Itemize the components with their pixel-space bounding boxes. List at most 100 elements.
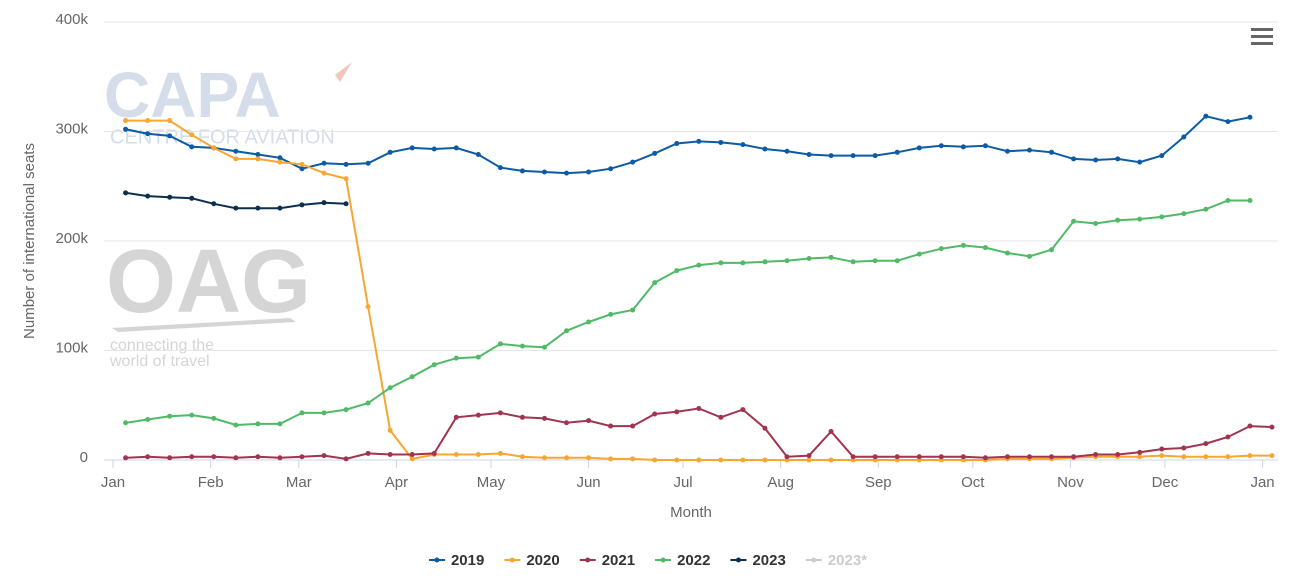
point — [652, 411, 658, 417]
point — [497, 341, 503, 347]
menu-button[interactable] — [1251, 28, 1273, 45]
point — [299, 410, 305, 416]
point — [123, 420, 129, 426]
point — [828, 153, 834, 159]
legend-item[interactable]: 2022 — [655, 552, 710, 569]
point — [189, 144, 195, 150]
point — [674, 141, 680, 147]
point — [608, 456, 614, 462]
point — [850, 259, 856, 265]
point — [762, 457, 768, 463]
point — [321, 453, 327, 459]
point — [1093, 220, 1099, 226]
point — [1269, 424, 1275, 430]
point — [453, 414, 459, 420]
point — [123, 190, 129, 196]
point — [1071, 454, 1077, 460]
x-tick-label: Jan — [101, 474, 125, 491]
point — [277, 159, 283, 165]
point — [497, 165, 503, 171]
point — [1159, 446, 1165, 452]
point — [982, 455, 988, 461]
point — [255, 454, 261, 460]
point — [519, 414, 525, 420]
x-tick-label: Feb — [198, 474, 224, 491]
point — [343, 176, 349, 182]
legend-item[interactable]: 2020 — [504, 552, 560, 569]
point — [343, 201, 349, 207]
point — [586, 455, 592, 461]
legend-symbol — [509, 557, 515, 563]
point — [696, 138, 702, 144]
point — [123, 126, 129, 132]
point — [586, 169, 592, 175]
point — [189, 412, 195, 418]
point — [894, 258, 900, 264]
point — [299, 454, 305, 460]
point — [211, 454, 217, 460]
point — [321, 410, 327, 416]
point — [872, 454, 878, 460]
point — [1026, 253, 1032, 259]
point — [211, 145, 217, 151]
y-tick-label: 0 — [80, 449, 88, 466]
point — [630, 159, 636, 165]
point — [740, 260, 746, 266]
point — [519, 168, 525, 174]
point — [762, 425, 768, 431]
legend-item[interactable]: 2019 — [428, 552, 484, 569]
point — [387, 427, 393, 433]
series — [123, 113, 1253, 176]
point — [1137, 449, 1143, 455]
point — [1247, 423, 1253, 429]
menu-bar[interactable] — [1251, 35, 1273, 38]
point — [255, 205, 261, 211]
point — [145, 454, 151, 460]
x-tick-label: Oct — [961, 474, 985, 491]
y-tick-label: 300k — [55, 120, 88, 137]
point — [718, 457, 724, 463]
point — [674, 409, 680, 415]
point — [277, 155, 283, 161]
point — [519, 454, 525, 460]
point — [850, 153, 856, 159]
point — [431, 146, 437, 152]
y-tick-label: 400k — [55, 11, 88, 28]
point — [343, 407, 349, 413]
watermark: CAPA CENTRE FOR AVIATION OAG connecting … — [104, 59, 352, 370]
legend-symbol — [585, 557, 591, 563]
point — [740, 457, 746, 463]
point — [365, 450, 371, 456]
point — [718, 139, 724, 145]
point — [982, 245, 988, 251]
point — [1093, 452, 1099, 458]
x-axis-title: Month — [670, 504, 712, 521]
point — [652, 280, 658, 286]
legend-item[interactable]: 2023* — [805, 552, 867, 569]
point — [608, 311, 614, 317]
point — [1049, 149, 1055, 155]
point — [630, 423, 636, 429]
legend-label: 2023 — [752, 552, 785, 569]
point — [343, 456, 349, 462]
point — [123, 455, 129, 461]
menu-bar[interactable] — [1251, 42, 1273, 45]
series — [123, 197, 1253, 428]
menu-bar[interactable] — [1251, 28, 1273, 31]
point — [541, 415, 547, 421]
point — [409, 145, 415, 151]
point — [1203, 113, 1209, 119]
legend-item[interactable]: 2021 — [579, 552, 635, 569]
point — [872, 153, 878, 159]
point — [1115, 217, 1121, 223]
watermark-capa: CAPA — [104, 59, 281, 131]
legend-label: 2023* — [828, 552, 867, 569]
point — [652, 457, 658, 463]
point — [960, 144, 966, 150]
legend-item[interactable]: 2023 — [730, 552, 786, 569]
point — [1247, 197, 1253, 203]
point — [145, 193, 151, 199]
x-tick-label: Jun — [576, 474, 600, 491]
point — [1137, 216, 1143, 222]
